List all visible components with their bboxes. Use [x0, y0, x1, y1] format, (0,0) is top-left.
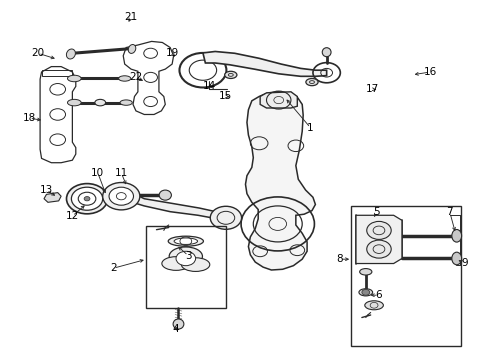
- Ellipse shape: [162, 257, 190, 270]
- Text: 5: 5: [372, 207, 379, 217]
- Circle shape: [176, 251, 195, 266]
- Ellipse shape: [128, 45, 136, 53]
- Ellipse shape: [67, 99, 81, 106]
- Text: 8: 8: [336, 254, 343, 264]
- Circle shape: [210, 206, 241, 229]
- Ellipse shape: [173, 319, 183, 329]
- Ellipse shape: [358, 289, 372, 296]
- Ellipse shape: [451, 252, 461, 265]
- Text: 2: 2: [110, 263, 117, 273]
- Ellipse shape: [224, 71, 236, 78]
- Text: 11: 11: [114, 168, 128, 178]
- Ellipse shape: [159, 190, 171, 200]
- Text: 3: 3: [184, 251, 191, 261]
- Ellipse shape: [67, 75, 81, 82]
- Circle shape: [71, 187, 102, 210]
- Text: 1: 1: [306, 123, 313, 133]
- Ellipse shape: [66, 49, 75, 59]
- Ellipse shape: [95, 99, 105, 106]
- Circle shape: [361, 289, 369, 295]
- Text: 10: 10: [91, 168, 104, 178]
- Polygon shape: [260, 92, 297, 108]
- Text: 17: 17: [365, 84, 379, 94]
- Text: 14: 14: [202, 81, 216, 91]
- Text: 18: 18: [22, 113, 36, 123]
- Circle shape: [366, 240, 390, 258]
- Text: 6: 6: [375, 290, 382, 300]
- Bar: [145, 226, 226, 308]
- Text: 13: 13: [40, 185, 53, 195]
- Text: 15: 15: [219, 91, 232, 102]
- Text: 12: 12: [65, 211, 79, 221]
- Text: 20: 20: [32, 48, 44, 58]
- Circle shape: [84, 197, 90, 201]
- Ellipse shape: [359, 269, 371, 275]
- Circle shape: [366, 221, 390, 239]
- Ellipse shape: [169, 247, 202, 266]
- Ellipse shape: [364, 301, 383, 310]
- Text: 16: 16: [423, 67, 436, 77]
- Ellipse shape: [322, 48, 330, 57]
- Text: 22: 22: [129, 72, 142, 82]
- Text: 7: 7: [446, 207, 452, 217]
- Ellipse shape: [451, 230, 461, 242]
- Text: 19: 19: [165, 48, 179, 58]
- Polygon shape: [203, 51, 326, 76]
- Circle shape: [109, 187, 133, 205]
- Text: 4: 4: [172, 324, 179, 334]
- Polygon shape: [44, 193, 61, 202]
- Bar: [350, 206, 460, 346]
- Ellipse shape: [181, 258, 209, 271]
- Polygon shape: [245, 92, 315, 270]
- Ellipse shape: [120, 100, 132, 105]
- Text: 21: 21: [124, 12, 138, 22]
- Polygon shape: [355, 215, 401, 264]
- Ellipse shape: [174, 238, 197, 244]
- Ellipse shape: [119, 76, 131, 81]
- Text: 9: 9: [460, 258, 467, 268]
- Circle shape: [66, 184, 107, 214]
- Polygon shape: [76, 192, 227, 222]
- Ellipse shape: [305, 78, 318, 86]
- Circle shape: [102, 183, 140, 210]
- Ellipse shape: [168, 236, 203, 246]
